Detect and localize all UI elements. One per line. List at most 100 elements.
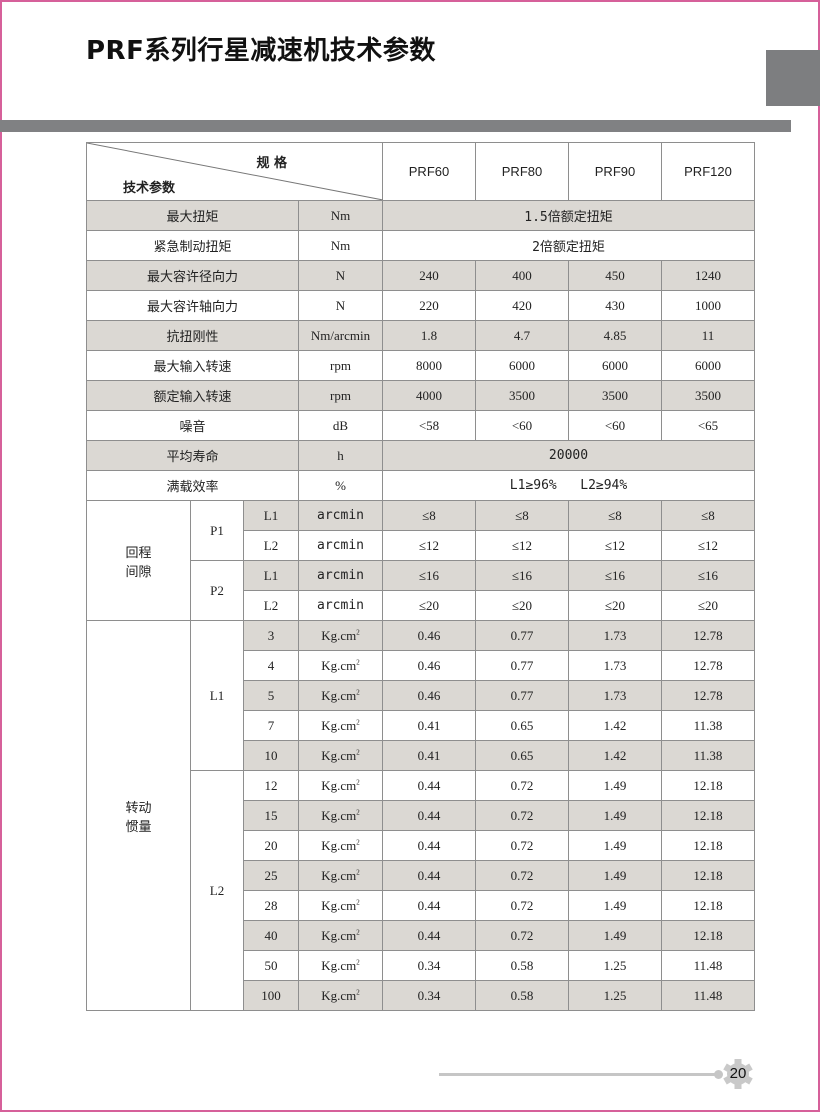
- corner-cell: 规 格 技术参数: [86, 142, 383, 201]
- backlash-stage: L2: [243, 590, 299, 621]
- inertia-value: 0.65: [475, 710, 569, 741]
- inertia-ratio: 15: [243, 800, 299, 831]
- param-value: 1.8: [382, 320, 476, 351]
- inertia-value: 1.49: [568, 890, 662, 921]
- param-unit: %: [298, 470, 383, 501]
- param-value: 4000: [382, 380, 476, 411]
- inertia-unit-text: Kg.cm: [321, 867, 357, 883]
- inertia-ratio: 5: [243, 680, 299, 711]
- backlash-value: ≤16: [475, 560, 569, 591]
- table-row: 15 Kg.cm2 0.44 0.72 1.49 12.18: [87, 800, 755, 831]
- inertia-unit-text: Kg.cm: [321, 897, 357, 913]
- param-value: 6000: [568, 350, 662, 381]
- param-unit: Nm/arcmin: [298, 320, 383, 351]
- inertia-value: 1.42: [568, 740, 662, 771]
- inertia-value: 1.25: [568, 950, 662, 981]
- param-value: 430: [568, 290, 662, 321]
- table-row: 满载效率% L1≥96% L2≥94%: [86, 470, 755, 501]
- inertia-unit-text: Kg.cm: [321, 807, 357, 823]
- inertia-value: 0.77: [475, 680, 569, 711]
- param-value: 11: [661, 320, 755, 351]
- backlash-value: ≤12: [382, 530, 476, 561]
- param-unit: N: [298, 260, 383, 291]
- param-name: 平均寿命: [86, 440, 299, 471]
- inertia-ratio: 4: [243, 650, 299, 681]
- inertia-value: 12.18: [661, 830, 755, 861]
- table-row: 25 Kg.cm2 0.44 0.72 1.49 12.18: [87, 860, 755, 891]
- footer-line: [439, 1073, 719, 1076]
- inertia-value: 0.34: [382, 980, 476, 1011]
- inertia-ratio: 7: [243, 710, 299, 741]
- inertia-value: 12.18: [661, 800, 755, 831]
- backlash-value: ≤16: [568, 560, 662, 591]
- inertia-value: 0.65: [475, 740, 569, 771]
- inertia-value: 1.49: [568, 860, 662, 891]
- inertia-unit-text: Kg.cm: [321, 957, 357, 973]
- inertia-unit: Kg.cm2: [298, 620, 383, 651]
- backlash-value: ≤16: [382, 560, 476, 591]
- table-row: 28 Kg.cm2 0.44 0.72 1.49 12.18: [87, 890, 755, 921]
- inertia-value: 0.72: [475, 770, 569, 801]
- inertia-unit: Kg.cm2: [298, 980, 383, 1011]
- backlash-stage: L1: [243, 560, 299, 591]
- table-row: 最大输入转速 rpm 8000 6000 6000 6000: [86, 350, 755, 381]
- param-unit: rpm: [298, 380, 383, 411]
- section-tab: [766, 50, 820, 106]
- inertia-value: 0.41: [382, 740, 476, 771]
- inertia-value: 12.78: [661, 650, 755, 681]
- param-value: <60: [568, 410, 662, 441]
- param-value: 1000: [661, 290, 755, 321]
- inertia-ratio: 100: [243, 980, 299, 1011]
- page-title: PRF系列行星减速机技术参数: [86, 36, 436, 66]
- inertia-ratio: 50: [243, 950, 299, 981]
- inertia-value: 11.38: [661, 740, 755, 771]
- backlash-value: ≤16: [661, 560, 755, 591]
- inertia-unit: Kg.cm2: [298, 650, 383, 681]
- inertia-value: 1.49: [568, 800, 662, 831]
- inertia-unit: Kg.cm2: [298, 920, 383, 951]
- model-header: PRF90: [568, 142, 662, 201]
- param-unit: Nm: [298, 200, 383, 231]
- backlash-stage: L1: [243, 500, 299, 531]
- backlash-value: ≤20: [475, 590, 569, 621]
- inertia-value: 0.58: [475, 980, 569, 1011]
- inertia-ratio: 25: [243, 860, 299, 891]
- spec-table: 规 格 技术参数 PRF60 PRF80 PRF90 PRF120 最大扭矩 Nm…: [86, 142, 755, 1011]
- backlash-unit: arcmin: [298, 560, 383, 591]
- table-row: 5 Kg.cm2 0.46 0.77 1.73 12.78: [87, 680, 755, 711]
- param-value: 240: [382, 260, 476, 291]
- param-name: 紧急制动扭矩: [86, 230, 299, 261]
- footer-dot: [714, 1070, 723, 1079]
- table-row: 回程 间隙 P1 L1 arcmin ≤8 ≤8 ≤8 ≤8: [86, 500, 755, 621]
- table-row: L2 arcmin ≤12 ≤12 ≤12 ≤12: [87, 530, 755, 561]
- param-name: 最大输入转速: [86, 350, 299, 381]
- page-number: 20: [729, 1065, 747, 1082]
- inertia-value: 0.72: [475, 920, 569, 951]
- param-value: <60: [475, 410, 569, 441]
- param-name: 满载效率: [86, 470, 299, 501]
- param-unit: N: [298, 290, 383, 321]
- backlash-value: ≤8: [568, 500, 662, 531]
- inertia-value: 12.18: [661, 920, 755, 951]
- backlash-group: P1: [190, 500, 244, 561]
- inertia-unit-exponent: 2: [356, 988, 360, 997]
- inertia-value: 0.44: [382, 770, 476, 801]
- backlash-unit: arcmin: [298, 530, 383, 561]
- inertia-value: 1.73: [568, 650, 662, 681]
- inertia-value: 1.49: [568, 830, 662, 861]
- corner-param-label: 技术参数: [123, 181, 176, 196]
- inertia-stage: L2: [190, 770, 244, 1011]
- table-header-row: 规 格 技术参数 PRF60 PRF80 PRF90 PRF120: [86, 142, 755, 201]
- param-name: 最大容许径向力: [86, 260, 299, 291]
- inertia-value: 0.44: [382, 860, 476, 891]
- inertia-unit-text: Kg.cm: [321, 747, 357, 763]
- param-unit: h: [298, 440, 383, 471]
- inertia-value: 0.44: [382, 830, 476, 861]
- param-value-span: 1.5倍额定扭矩: [382, 200, 755, 231]
- inertia-unit-text: Kg.cm: [321, 777, 357, 793]
- inertia-value: 0.46: [382, 650, 476, 681]
- param-value: 3500: [568, 380, 662, 411]
- inertia-ratio: 10: [243, 740, 299, 771]
- param-unit: dB: [298, 410, 383, 441]
- inertia-unit-text: Kg.cm: [321, 627, 357, 643]
